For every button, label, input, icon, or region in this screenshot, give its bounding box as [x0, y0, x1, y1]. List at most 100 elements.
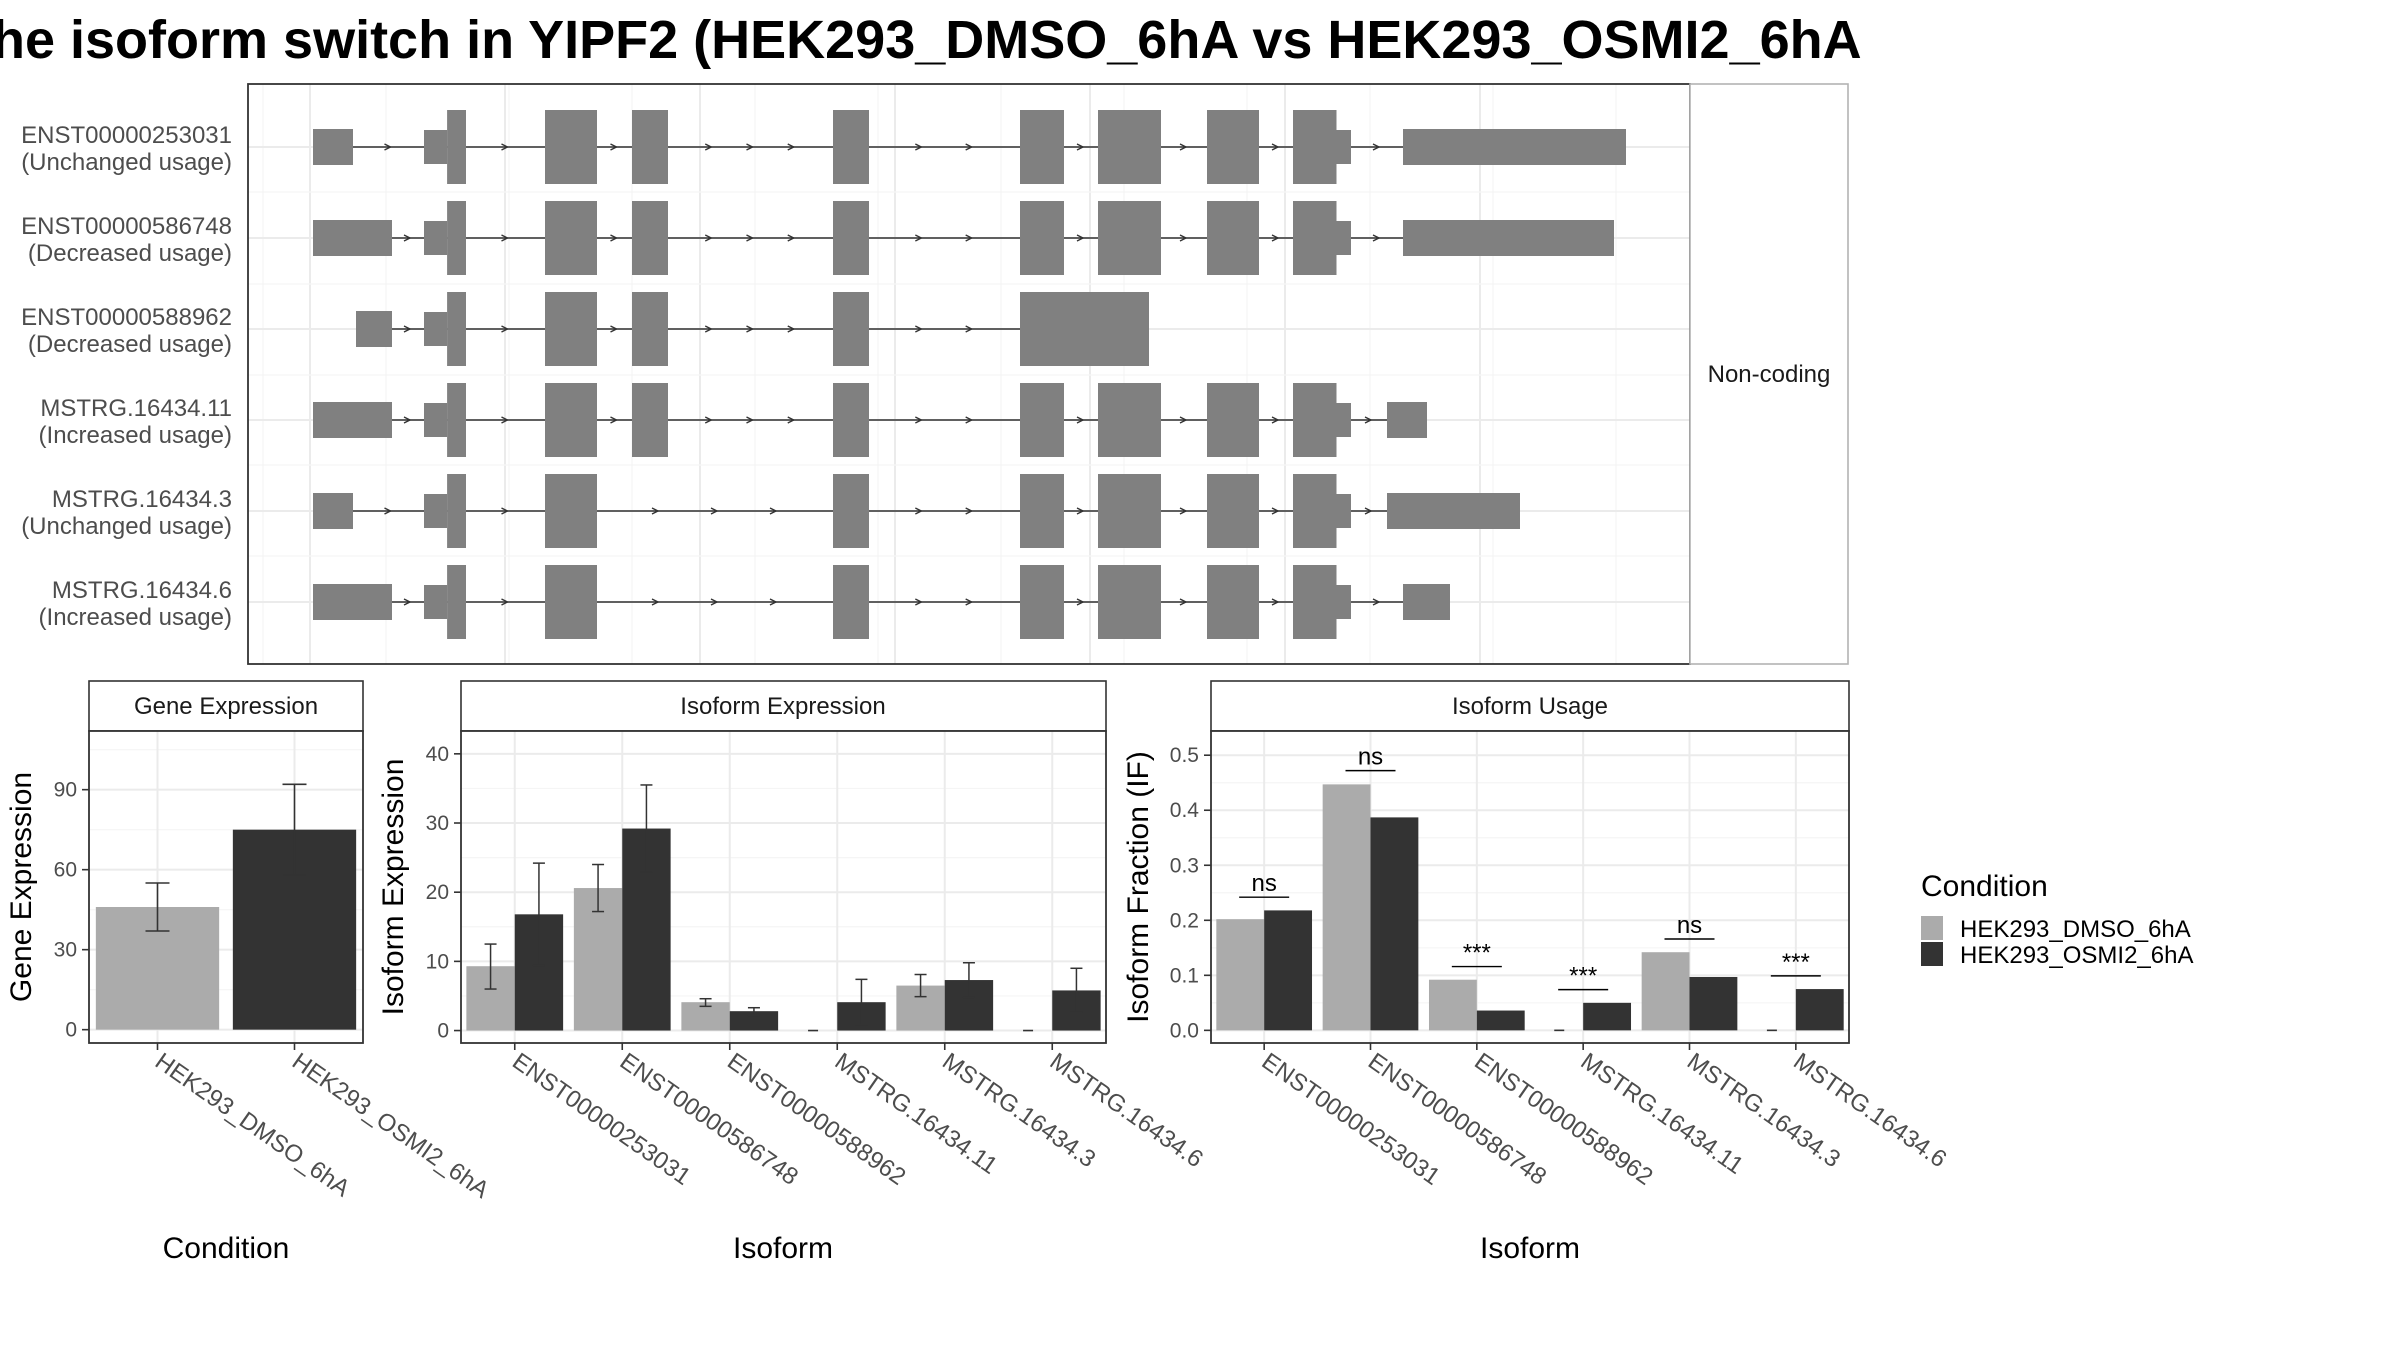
x-tick-label: ENST00000586748 — [615, 1048, 803, 1191]
isoform-label-id: MSTRG.16434.3 — [52, 486, 232, 513]
exon — [833, 565, 869, 639]
intron-arrow — [1076, 143, 1085, 151]
exon — [1293, 474, 1337, 548]
exon — [1293, 383, 1337, 457]
isoform-expression-strip — [460, 680, 1107, 732]
legend-title: Condition — [1921, 870, 2048, 903]
intron-arrow — [965, 234, 974, 242]
legend: Condition HEK293_DMSO_6hA HEK293_OSMI2_6… — [1921, 870, 2193, 969]
exon — [1207, 383, 1259, 457]
x-tick-label: ENST00000253031 — [507, 1048, 695, 1191]
intron-arrow — [787, 234, 796, 242]
bar — [1322, 784, 1371, 1031]
exon — [313, 493, 353, 529]
significance-label: *** — [1569, 963, 1597, 990]
y-tick-label: 0 — [437, 1020, 449, 1043]
isoform-label-id: MSTRG.16434.6 — [52, 577, 232, 604]
intron-arrow — [704, 416, 713, 424]
exon — [424, 585, 448, 619]
isoform-label-id: ENST00000253031 — [21, 122, 232, 149]
intron-arrow — [1076, 416, 1085, 424]
exon — [1387, 402, 1427, 438]
intron-arrow — [610, 143, 619, 151]
intron-arrow — [965, 143, 974, 151]
exon — [1020, 383, 1064, 457]
intron-arrow — [746, 416, 755, 424]
y-tick-label: 30 — [54, 939, 77, 962]
exon — [1293, 201, 1337, 275]
intron-arrow — [746, 143, 755, 151]
bar — [1264, 910, 1313, 1031]
exon — [424, 312, 448, 346]
intron-arrow — [769, 507, 778, 515]
bar — [1370, 817, 1419, 1031]
exon — [833, 201, 869, 275]
intron-arrow — [1076, 598, 1085, 606]
exon — [632, 292, 668, 366]
isoform-usage-strip — [1210, 680, 1850, 732]
structure-panel: Non-coding ENST00000253031(Unchanged usa… — [21, 83, 1849, 665]
bar — [1795, 989, 1844, 1031]
intron-arrow — [1271, 416, 1280, 424]
intron-arrow — [1076, 234, 1085, 242]
y-tick-label: 60 — [54, 859, 77, 882]
y-tick-label: 30 — [426, 812, 449, 835]
exon — [1020, 474, 1064, 548]
intron-arrow — [915, 507, 923, 515]
gene-expression-y-title: Gene Expression — [5, 772, 38, 1002]
isoform-usage-plot: 0.0 0.1 0.2 0.3 0.4 0.5 ns ns *** *** ns *** ENST000… — [1170, 731, 1951, 1191]
intron-arrow — [915, 416, 923, 424]
gene-expression-strip — [88, 680, 364, 732]
isoform-expression-y-title: Isoform Expression — [377, 759, 410, 1016]
isoform-label-id: ENST00000586748 — [21, 213, 232, 240]
intron-arrow — [1271, 598, 1280, 606]
exon — [424, 403, 448, 437]
intron-arrow — [746, 234, 755, 242]
exon — [1098, 383, 1161, 457]
exon — [447, 474, 466, 548]
exon — [632, 383, 668, 457]
intron-arrow — [710, 507, 719, 515]
intron-arrow — [1372, 598, 1381, 606]
significance-label: ns — [1251, 870, 1276, 897]
bar — [1216, 919, 1265, 1031]
intron-arrow — [1372, 234, 1381, 242]
isoform-usage-strip-title: Isoform Usage — [1452, 693, 1608, 720]
exon — [1098, 201, 1161, 275]
exon — [1336, 221, 1351, 255]
y-tick-label: 0.3 — [1170, 854, 1199, 877]
exon — [1207, 201, 1259, 275]
intron-arrow — [1179, 416, 1188, 424]
intron-arrow — [965, 416, 974, 424]
intron-arrow — [501, 507, 510, 515]
isoform-label-id: MSTRG.16434.11 — [40, 395, 232, 422]
isoform-usage-frame — [1210, 730, 1850, 1044]
exon — [545, 565, 597, 639]
isoform-label-usage: (Decreased usage) — [28, 240, 232, 267]
isoform-labels: ENST00000253031(Unchanged usage)ENST0000… — [21, 122, 232, 631]
exon — [1098, 565, 1161, 639]
exon — [1403, 129, 1626, 165]
isoform-label-id: ENST00000588962 — [21, 304, 232, 331]
transcript-models — [313, 110, 1626, 639]
y-tick-label: 40 — [426, 743, 449, 766]
exon — [1336, 403, 1351, 437]
intron-arrow — [610, 325, 619, 333]
intron-arrow — [1271, 507, 1280, 515]
isoform-usage-y-title: Isoform Fraction (IF) — [1122, 751, 1155, 1023]
bar — [1583, 1002, 1632, 1031]
intron-arrow — [610, 234, 619, 242]
exon — [356, 311, 392, 347]
x-tick-label: ENST00000588962 — [1469, 1048, 1657, 1191]
x-tick-label: ENST00000588962 — [722, 1048, 910, 1191]
legend-label-dmso: HEK293_DMSO_6hA — [1960, 916, 2191, 943]
gene-expression-panel: Gene Expression 0306090HEK293_DMSO_6hAHE… — [5, 680, 494, 1265]
plot-background — [461, 731, 1106, 1043]
y-tick-label: 0 — [65, 1019, 77, 1042]
bar — [1689, 976, 1738, 1031]
intron-arrow — [915, 325, 923, 333]
exon — [545, 201, 597, 275]
exon — [545, 292, 597, 366]
intron-arrow — [1179, 507, 1188, 515]
